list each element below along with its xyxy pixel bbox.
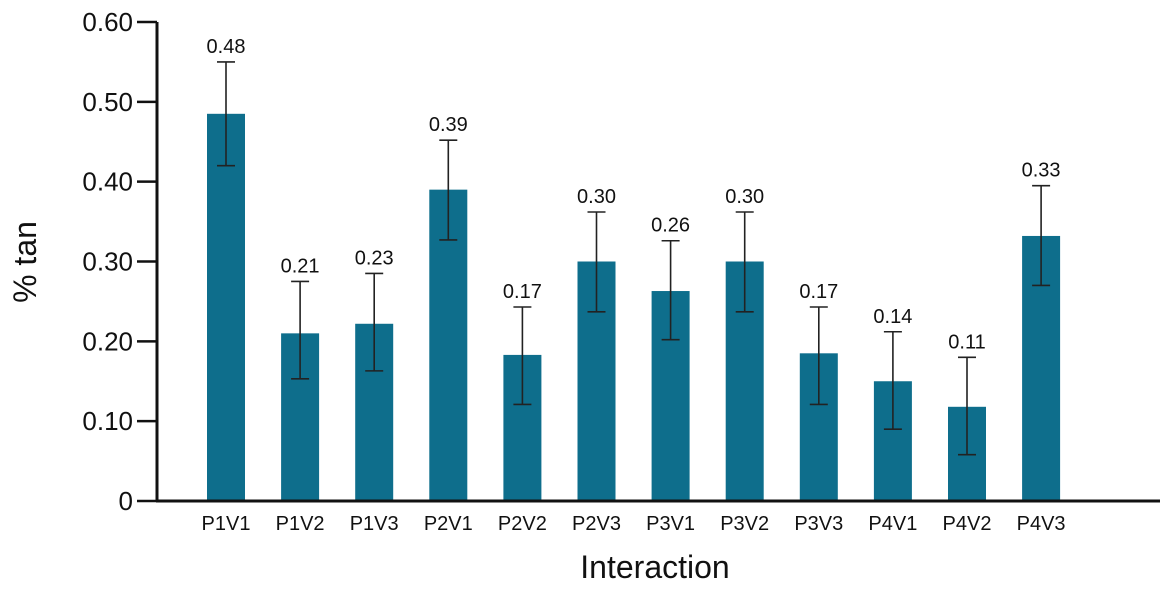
error-bar: [883, 330, 902, 430]
data-label: 0.21: [281, 255, 320, 277]
error-bar: [958, 356, 976, 456]
data-label: 0.11: [948, 331, 985, 353]
bars: [207, 113, 1061, 501]
error-bar: [439, 139, 458, 241]
y-tick-label: 0.40: [82, 167, 133, 197]
data-label: 0.33: [1022, 160, 1061, 182]
x-category-label: P2V3: [572, 513, 621, 535]
bar: [207, 113, 245, 501]
x-category-label: P4V3: [1017, 513, 1066, 535]
error-bar: [661, 239, 680, 341]
error-bar: [1032, 184, 1051, 287]
error-bar: [365, 272, 384, 372]
error-bar: [217, 61, 235, 167]
y-tick-label: 0.30: [82, 247, 133, 277]
x-category-label: P2V1: [424, 513, 473, 535]
x-category-label: P2V2: [498, 513, 547, 535]
error-bar: [587, 211, 606, 313]
error-bar: [735, 211, 754, 313]
data-labels: 0.48 0.21 0.23 0.39 0.17 0.30 0.26 0.30 0.17 0.14…: [207, 36, 1061, 353]
y-tick-label: 0.50: [82, 87, 133, 117]
x-axis-category-labels: P1V1 P1V2 P1V3 P2V1 P2V2 P2V3 P3V1 P3V2 P3V3 P4V1…: [202, 513, 1066, 535]
x-category-label: P3V3: [794, 513, 843, 535]
x-axis-title: Interaction: [580, 549, 729, 585]
x-category-label: P1V2: [276, 513, 325, 535]
data-label: 0.26: [651, 215, 690, 237]
y-tick-label: 0.20: [82, 326, 133, 356]
error-bar: [513, 306, 532, 406]
error-bars: [217, 61, 1051, 456]
error-bar: [809, 306, 828, 406]
data-label: 0.14: [873, 306, 912, 328]
x-category-label: P4V2: [943, 513, 992, 535]
bar: [429, 189, 468, 501]
error-bar: [291, 280, 310, 380]
data-label: 0.39: [429, 114, 468, 136]
data-label: 0.48: [207, 36, 246, 58]
data-label: 0.17: [503, 281, 542, 303]
x-category-label: P3V2: [720, 513, 769, 535]
y-tick-label: 0: [119, 486, 133, 516]
y-axis-ticks: 0 0.10 0.20 0.30 0.40 0.50 0.60: [82, 7, 157, 516]
data-label: 0.23: [355, 247, 394, 269]
x-category-label: P4V1: [868, 513, 917, 535]
y-tick-label: 0.10: [82, 406, 133, 436]
data-label: 0.17: [799, 281, 838, 303]
y-tick-label: 0.60: [82, 7, 133, 37]
x-category-label: P1V3: [350, 513, 399, 535]
data-label: 0.30: [577, 186, 616, 208]
x-category-label: P1V1: [202, 513, 251, 535]
data-label: 0.30: [725, 186, 764, 208]
x-category-label: P3V1: [646, 513, 695, 535]
y-axis-title: % tan: [7, 221, 43, 303]
